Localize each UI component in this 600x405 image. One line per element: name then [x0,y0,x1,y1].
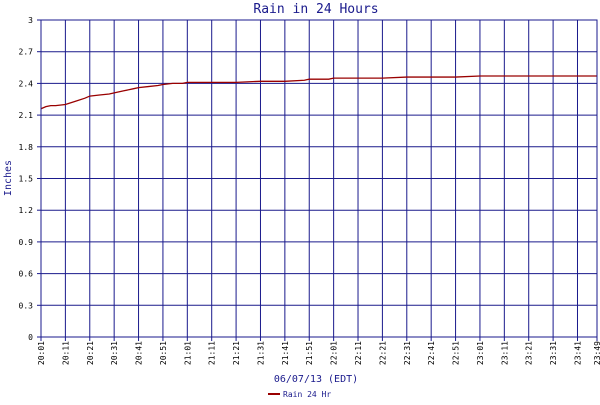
x-tick-labels: 20:01 20:11 20:21 20:31 20:41 20:51 21:01 21:11… [37,341,600,365]
x-tick-label: 20:31 [110,341,119,365]
x-tick-label: 22:41 [427,341,436,365]
x-tick-label: 22:51 [452,341,461,365]
x-tick-label: 20:51 [159,341,168,365]
y-tick-label: 3 [28,16,33,25]
x-tick-label: 21:31 [256,341,265,365]
x-tick-label: 21:11 [208,341,217,365]
y-tick-label: 0.3 [19,301,34,310]
x-tick-label: 22:21 [378,341,387,365]
x-tick-label: 21:41 [281,341,290,365]
x-tick-label: 23:31 [549,341,558,365]
x-tick-label: 23:49 [593,341,600,365]
chart-title: Rain in 24 Hours [253,2,378,17]
x-tick-label: 21:01 [183,341,192,365]
legend-label: Rain 24 Hr [283,390,331,399]
y-tick-label: 0.6 [19,270,34,279]
x-tick-label: 23:41 [573,341,582,365]
x-tick-label: 22:11 [354,341,363,365]
x-tick-label: 23:11 [500,341,509,365]
x-tick-label: 20:21 [86,341,95,365]
y-tick-label: 2.4 [19,79,34,88]
series-line-rain-24-hr [40,75,597,110]
y-tick-label: 1.8 [19,143,34,152]
y-tick-label: 1.5 [19,175,34,184]
y-tick-label: 2.1 [19,111,34,120]
series-lines [40,75,597,110]
x-tick-label: 20:41 [135,341,144,365]
x-tick-label: 21:21 [232,341,241,365]
y-tick-label: 0 [28,333,33,342]
x-tick-label: 22:31 [403,341,412,365]
y-tick-labels: 0 0.3 0.6 0.9 1.2 1.5 1.8 2.1 2.4 2.7 3 [19,16,34,342]
x-tick-label: 22:01 [330,341,339,365]
x-axis-label: 06/07/13 (EDT) [274,374,358,385]
x-tick-label: 23:21 [525,341,534,365]
x-tick-label: 20:01 [37,341,46,365]
x-tick-label: 21:51 [305,341,314,365]
y-tick-label: 2.7 [19,48,34,57]
legend: Rain 24 Hr [268,390,331,399]
y-axis-label: Inches [3,160,14,196]
y-tick-label: 1.2 [19,206,34,215]
x-tick-label: 20:11 [61,341,70,365]
y-tick-label: 0.9 [19,238,34,247]
x-tick-label: 23:01 [476,341,485,365]
plot-frame [40,19,598,338]
grid [37,19,598,341]
